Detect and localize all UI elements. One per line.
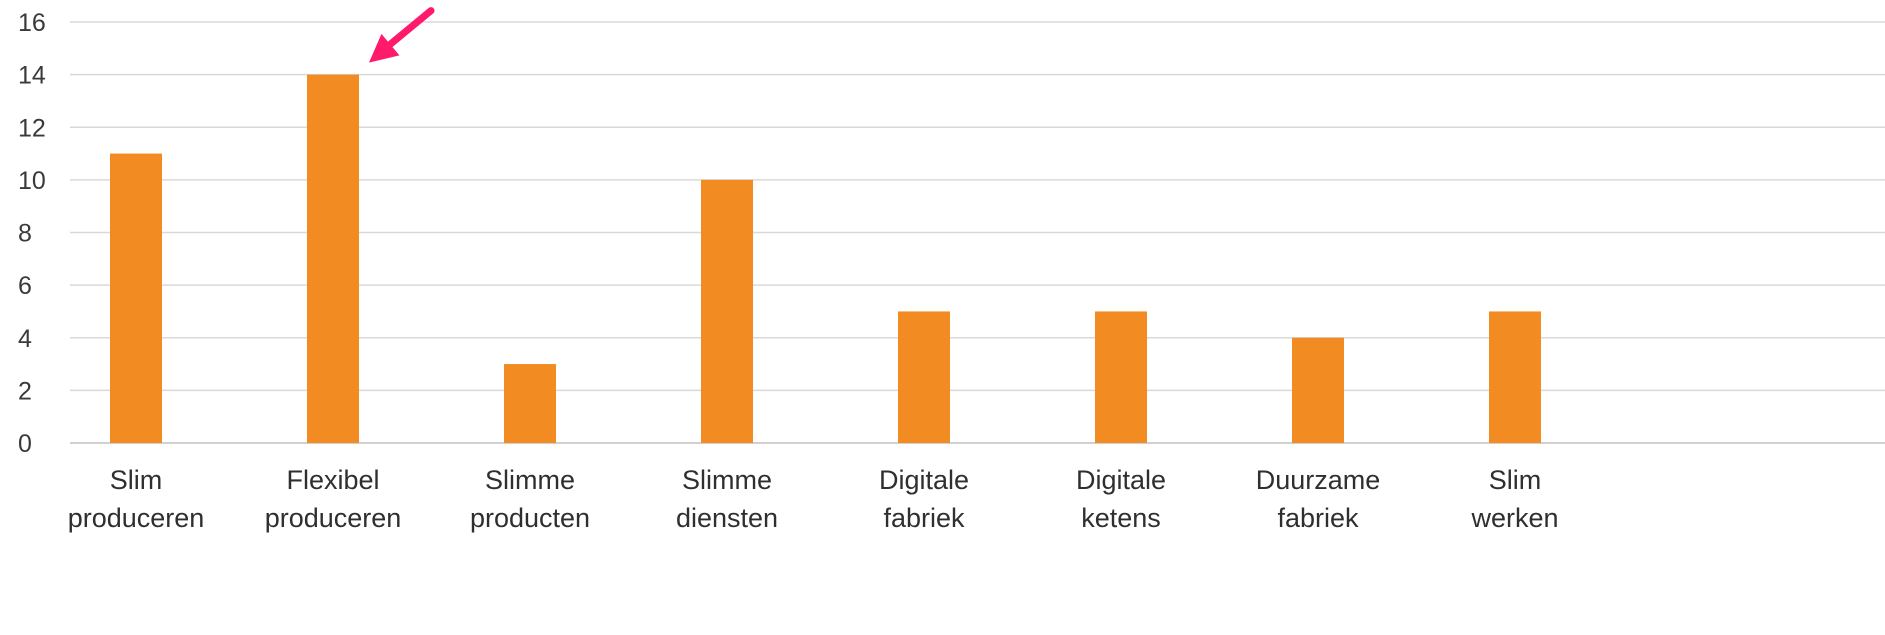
x-tick-label: Duurzame fabriek [1256, 465, 1381, 533]
bar [701, 179, 753, 443]
y-tick-label: 8 [18, 220, 32, 248]
arrow-shaft [381, 7, 435, 53]
bars [110, 74, 1541, 443]
x-tick-label: Slimme diensten [676, 465, 778, 533]
y-tick-label: 14 [18, 62, 46, 90]
annotations [369, 7, 435, 63]
x-tick-label: Slim werken [1470, 465, 1558, 533]
bar [898, 311, 950, 443]
bar [110, 153, 162, 443]
y-tick-label: 12 [18, 114, 46, 142]
arrow-annotation [369, 7, 435, 63]
x-axis-labels: Slim produceren Flexibel produceren Slimme pr… [68, 465, 1559, 533]
bar [307, 74, 359, 443]
x-tick-label: Slim produceren [68, 465, 205, 533]
y-tick-label: 0 [18, 430, 32, 458]
y-tick-label: 16 [18, 9, 46, 37]
x-tick-label: Digitale ketens [1076, 465, 1166, 533]
y-axis-ticks: 0 2 4 6 8 10 12 14 16 [18, 9, 46, 458]
y-tick-label: 2 [18, 377, 32, 405]
y-tick-label: 10 [18, 167, 46, 195]
arrow-head [369, 33, 400, 63]
bar [504, 364, 556, 443]
bar [1095, 311, 1147, 443]
bar [1489, 311, 1541, 443]
gridlines [70, 21, 1885, 444]
x-tick-label: Slimme producten [470, 465, 590, 533]
y-tick-label: 4 [18, 325, 32, 353]
bar [1292, 337, 1344, 443]
y-tick-label: 6 [18, 272, 32, 300]
x-tick-label: Flexibel produceren [265, 465, 402, 533]
x-tick-label: Digitale fabriek [879, 465, 969, 533]
